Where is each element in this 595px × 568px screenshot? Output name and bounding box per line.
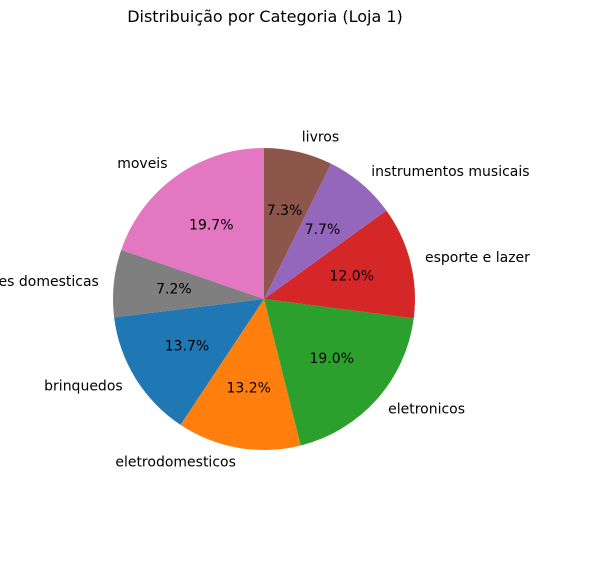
percent-label-brinquedos: 13.7% [165,339,209,355]
pie-slice-brinquedos [114,299,264,425]
pie-slice-esporte-e-lazer [264,210,415,319]
category-label-moveis: moveis [117,156,167,172]
category-label-brinquedos: brinquedos [44,378,123,394]
category-label-livros: livros [302,129,339,145]
pie-slices [113,148,415,450]
pie-slice-moveis [121,148,264,299]
percent-label-instrumentos-musicais: 7.7% [305,222,341,238]
pie-slice-eletronicos [264,299,414,446]
category-label-eletronicos: eletronicos [388,401,465,417]
category-label-esporte-e-lazer: esporte e lazer [425,250,530,266]
percent-label-esporte-e-lazer: 12.0% [330,269,374,285]
pie-slice-utilidades-domesticas [113,249,265,318]
pie-labels: moveis 19.7% utilidades domesticas 7.2% brin… [0,129,530,470]
category-label-eletrodomesticos: eletrodomesticos [115,455,236,471]
percent-label-livros: 7.3% [267,203,303,219]
percent-label-eletronicos: 19.0% [309,351,353,367]
percent-label-utilidades-domesticas: 7.2% [156,282,192,298]
percent-label-moveis: 19.7% [189,217,233,233]
category-label-instrumentos-musicais: instrumentos musicais [371,164,529,180]
percent-label-eletrodomesticos: 13.2% [226,380,270,396]
pie-slice-eletrodomesticos [180,299,301,450]
pie-slice-instrumentos-musicais [264,163,387,299]
chart-title: Distribuição por Categoria (Loja 1) [127,7,403,26]
pie-slice-livros [264,148,331,299]
category-label-utilidades-domesticas: utilidades domesticas [0,274,99,290]
